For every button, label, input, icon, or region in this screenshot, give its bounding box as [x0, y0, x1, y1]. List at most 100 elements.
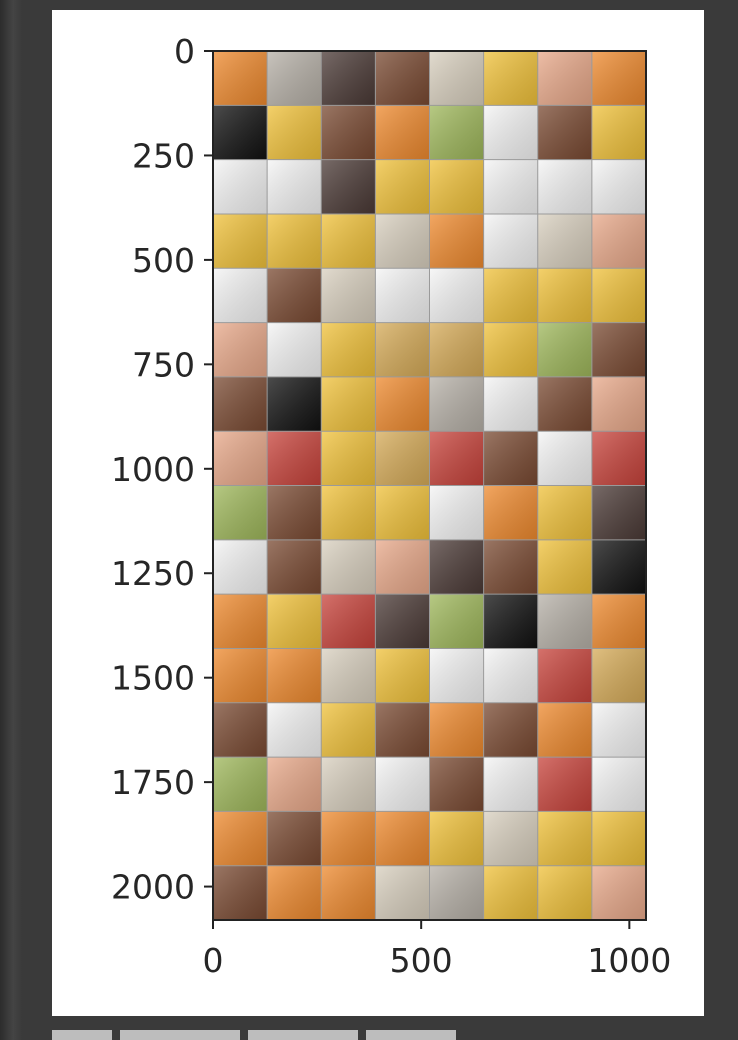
- image-tile-shading: [267, 757, 322, 812]
- image-tile-shading: [375, 865, 430, 920]
- image-tile-shading: [537, 322, 592, 377]
- image-tile-shading: [537, 376, 592, 432]
- image-tile-shading: [591, 213, 646, 269]
- image-tile-shading: [213, 431, 268, 486]
- image-tile-shading: [591, 376, 646, 432]
- image-tile-shading: [321, 376, 376, 432]
- image-tile-shading: [537, 594, 592, 649]
- image-tile-shading: [537, 811, 592, 866]
- image-tile-shading: [483, 105, 538, 160]
- y-tick-label: 1250: [111, 554, 195, 593]
- image-tile-shading: [375, 322, 430, 377]
- image-tile-shading: [321, 431, 376, 486]
- image-tile-shading: [429, 268, 484, 323]
- image-tile-shading: [591, 539, 646, 595]
- image-tiles: [213, 51, 646, 920]
- image-tile-shading: [213, 51, 268, 106]
- image-tile-shading: [591, 648, 646, 703]
- image-tile-shading: [375, 376, 430, 432]
- y-tick-label: 750: [132, 345, 195, 384]
- image-tile-shading: [375, 159, 430, 214]
- image-tile-shading: [267, 811, 322, 866]
- image-tile-shading: [429, 213, 484, 269]
- image-tile-shading: [321, 105, 376, 160]
- image-tile-shading: [483, 648, 538, 703]
- image-tile-shading: [591, 702, 646, 758]
- image-tile-shading: [213, 268, 268, 323]
- image-tile-shading: [321, 485, 376, 540]
- y-tick-label: 0: [174, 32, 195, 71]
- image-tile-shading: [375, 485, 430, 540]
- image-tile-shading: [537, 865, 592, 920]
- image-tile-shading: [429, 159, 484, 214]
- image-tile-shading: [483, 431, 538, 486]
- image-tile-shading: [267, 213, 322, 269]
- image-tile-shading: [213, 485, 268, 540]
- y-tick-label: 1000: [111, 450, 195, 489]
- y-tick-label: 500: [132, 241, 195, 280]
- image-tile-shading: [267, 322, 322, 377]
- image-tile-shading: [483, 702, 538, 758]
- image-tile-shading: [321, 594, 376, 649]
- image-tile-shading: [537, 757, 592, 812]
- image-tile-shading: [429, 105, 484, 160]
- image-tile-shading: [321, 159, 376, 214]
- x-tick-label: 0: [203, 941, 224, 980]
- image-tile-shading: [375, 539, 430, 595]
- image-tile-shading: [213, 648, 268, 703]
- image-tile-shading: [429, 594, 484, 649]
- image-tile-shading: [537, 648, 592, 703]
- image-tile-shading: [429, 865, 484, 920]
- y-tick-label: 2000: [111, 868, 195, 907]
- image-tile-shading: [591, 485, 646, 540]
- image-tile-shading: [267, 431, 322, 486]
- clipped-caption-fragment: [52, 1020, 472, 1040]
- image-tile-shading: [483, 268, 538, 323]
- image-tile-shading: [429, 51, 484, 106]
- image-tile-shading: [591, 105, 646, 160]
- image-tile-shading: [591, 757, 646, 812]
- image-tile-shading: [537, 51, 592, 106]
- image-tile-shading: [429, 648, 484, 703]
- y-tick-label: 250: [132, 136, 195, 175]
- image-tile-shading: [267, 594, 322, 649]
- image-tile-shading: [267, 159, 322, 214]
- image-tile-shading: [213, 159, 268, 214]
- image-tile-shading: [213, 865, 268, 920]
- image-tile-shading: [483, 213, 538, 269]
- image-tile-shading: [213, 376, 268, 432]
- image-tile-shading: [213, 213, 268, 269]
- image-tile-shading: [483, 865, 538, 920]
- image-tile-shading: [213, 322, 268, 377]
- image-tile-shading: [429, 757, 484, 812]
- image-tile-shading: [591, 159, 646, 214]
- image-tile-shading: [429, 539, 484, 595]
- image-tile-shading: [429, 376, 484, 432]
- image-tile-shading: [321, 757, 376, 812]
- image-tile-shading: [591, 268, 646, 323]
- image-tile-shading: [321, 268, 376, 323]
- image-tile-shading: [537, 539, 592, 595]
- image-tile-shading: [483, 811, 538, 866]
- image-tile-shading: [321, 322, 376, 377]
- image-tile-shading: [213, 594, 268, 649]
- image-tile-shading: [483, 594, 538, 649]
- image-tile-shading: [537, 268, 592, 323]
- image-tile-shading: [375, 431, 430, 486]
- image-tile-shading: [375, 811, 430, 866]
- image-tile-shading: [267, 702, 322, 758]
- image-tile-shading: [375, 268, 430, 323]
- image-tile-shading: [375, 702, 430, 758]
- image-tile-shading: [321, 539, 376, 595]
- x-tick-label: 500: [390, 941, 453, 980]
- image-tile-shading: [375, 594, 430, 649]
- image-tile-shading: [591, 322, 646, 377]
- image-tile-shading: [429, 702, 484, 758]
- image-tile-shading: [267, 105, 322, 160]
- image-tile-shading: [483, 322, 538, 377]
- y-tick-label: 1750: [111, 763, 195, 802]
- image-tile-shading: [429, 485, 484, 540]
- image-tile-shading: [267, 539, 322, 595]
